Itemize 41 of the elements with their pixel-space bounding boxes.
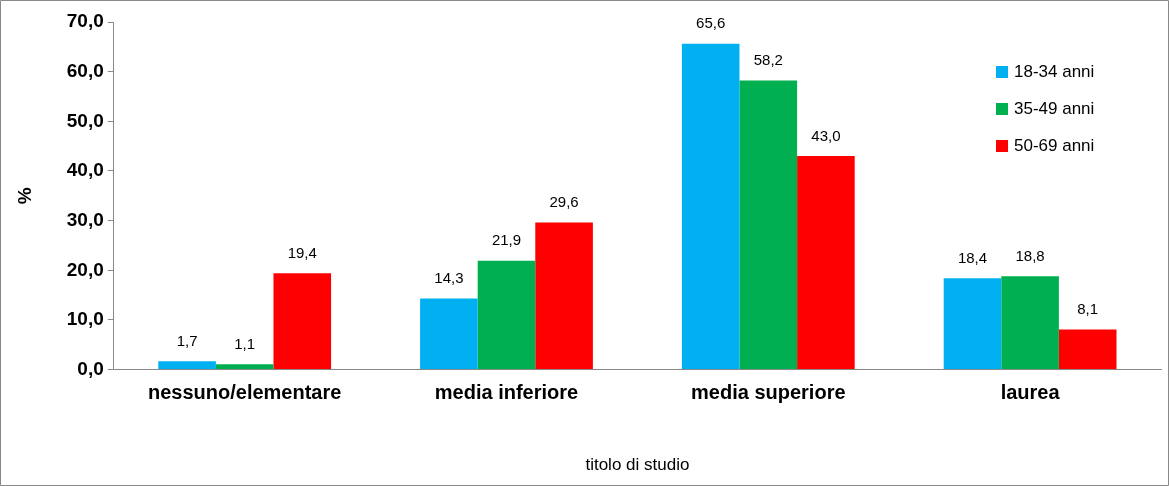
data-label: 58,2 (753, 51, 783, 69)
y-tick-label: 60,0 (66, 59, 104, 81)
data-label: 65,6 (696, 14, 726, 32)
data-label: 43,0 (811, 126, 841, 144)
data-label: 14,3 (434, 269, 464, 287)
data-label: 21,9 (491, 231, 522, 249)
x-tick-label: nessuno/elementare (147, 381, 342, 404)
bar (681, 43, 740, 370)
y-tick-label: 0,0 (77, 357, 104, 379)
data-label: 8,1 (1077, 300, 1099, 318)
bar (420, 298, 478, 370)
y-tick-label: 30,0 (66, 208, 104, 230)
bar (797, 156, 855, 370)
legend-label: 18-34 anni (1014, 61, 1095, 81)
data-label: 1,7 (176, 331, 198, 349)
x-tick-label: laurea (1000, 381, 1061, 404)
data-label: 18,8 (1015, 246, 1045, 264)
data-label: 29,6 (549, 193, 579, 211)
bar (739, 80, 798, 370)
legend-label: 50-69 anni (1014, 135, 1095, 155)
y-tick-label: 40,0 (66, 159, 104, 181)
y-tick-label: 70,0 (66, 10, 104, 32)
legend-label: 35-49 anni (1014, 98, 1095, 118)
bar (477, 260, 536, 370)
bar (1001, 276, 1059, 370)
bar (273, 273, 332, 370)
bar (158, 361, 216, 370)
y-tick-label: 50,0 (66, 109, 104, 131)
y-tick-label: 10,0 (66, 308, 104, 330)
bar (943, 278, 1002, 370)
data-label: 19,4 (287, 243, 317, 261)
y-axis-title: % (13, 187, 35, 205)
x-axis-title: titolo di studio (585, 455, 690, 475)
data-label: 1,1 (234, 334, 256, 352)
x-tick-label: media inferiore (434, 381, 579, 404)
bar (1058, 329, 1117, 370)
bar (215, 364, 274, 370)
data-label: 18,4 (957, 248, 988, 266)
bar (535, 222, 593, 370)
y-tick-label: 20,0 (66, 258, 104, 280)
x-tick-label: media superiore (691, 381, 846, 404)
